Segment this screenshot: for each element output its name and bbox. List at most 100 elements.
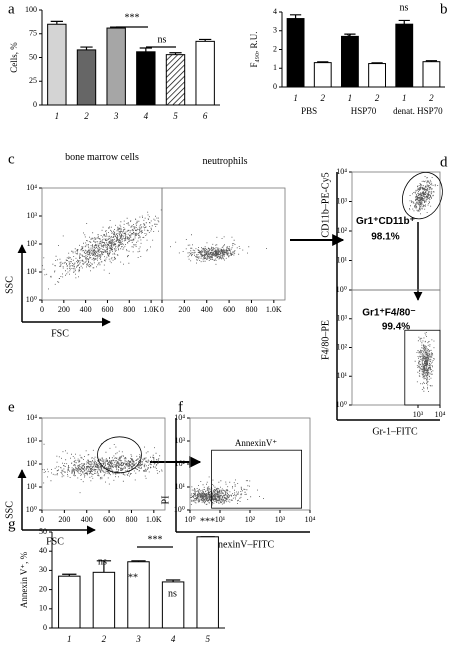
error-bar: [398, 19, 410, 25]
y-tick-label: 0: [43, 623, 47, 632]
panel-label: f: [178, 399, 183, 415]
x-tick-label: 1: [293, 93, 298, 103]
x-axis-label: FSC: [51, 328, 69, 339]
bar: [58, 575, 81, 629]
y-axis-label: F₄₉₀, R.U.: [249, 32, 259, 68]
y-tick-label: 100: [25, 5, 37, 14]
x-tick-label: 2: [429, 93, 434, 103]
x-tick-label: 0: [40, 305, 44, 314]
bar: [106, 27, 126, 106]
bar: [47, 23, 67, 106]
x-tick-label: 4: [144, 111, 149, 121]
event-dots: [42, 211, 159, 290]
x-tick-label: 800: [123, 305, 135, 314]
panel-label: a: [8, 1, 15, 17]
y-tick-label: 1: [273, 63, 277, 72]
y-axis-label: CD11b–PE-Cy5: [320, 172, 331, 237]
x-tick-label: 2: [102, 634, 107, 644]
panel-title: neutrophils: [202, 156, 248, 167]
x-tick-label: 400: [81, 515, 93, 524]
y-axis-label: SSC: [4, 276, 15, 294]
group-label: HSP70: [351, 106, 377, 116]
x-tick-label: 10⁴: [435, 410, 446, 419]
x-tick-label: 800: [245, 305, 257, 314]
plot-frame: [41, 417, 166, 511]
bar: [165, 54, 186, 106]
error-bar: [139, 47, 152, 52]
y-tick-label: 10²: [27, 239, 38, 248]
y-tick-label: 20: [39, 584, 47, 593]
y-tick-label: 10⁴: [26, 413, 37, 422]
y-tick-label: 10¹: [337, 371, 348, 380]
y-tick-label: 10⁰: [26, 295, 37, 304]
bar: [422, 61, 441, 88]
y-tick-label: 10⁰: [336, 285, 347, 294]
y-axis-label: PI: [160, 496, 171, 505]
y-tick-label: 10¹: [27, 482, 38, 491]
event-dots: [409, 176, 439, 215]
significance: ***: [148, 534, 163, 545]
x-tick-label: 1: [55, 111, 60, 121]
x-axis-label: FSC: [46, 536, 64, 547]
panel-title-text: neutrophils: [202, 156, 248, 167]
bar: [395, 23, 414, 88]
y-tick-label: 10³: [27, 211, 38, 220]
x-tick-label: 3: [135, 634, 141, 644]
y-tick-label: 10⁰: [26, 505, 37, 514]
event-dots: [414, 332, 435, 392]
gate-label: 99.4%: [382, 321, 410, 332]
bar: [196, 536, 219, 629]
x-tick-label: 200: [58, 515, 70, 524]
panel-label: d: [440, 154, 448, 170]
x-tick-label: 1.0K: [146, 515, 162, 524]
x-axis-label: AnnexinV–FITC: [206, 539, 275, 550]
bar: [313, 62, 332, 88]
x-tick-label: 3: [113, 111, 119, 121]
bar: [127, 561, 150, 629]
event-dots: [50, 209, 162, 283]
panel-label: g: [8, 516, 16, 532]
x-tick-label: 200: [58, 305, 70, 314]
significance: ns: [168, 588, 177, 599]
gate: [402, 172, 443, 220]
y-tick-label: 10²: [175, 459, 186, 468]
panel-title: bone marrow cells: [65, 152, 139, 163]
y-tick-label: 10³: [337, 196, 348, 205]
y-tick-label: 50: [39, 527, 47, 536]
x-tick-label: 1.0K: [143, 305, 159, 314]
x-tick-label: 800: [125, 515, 137, 524]
y-tick-label: 10⁰: [174, 505, 185, 514]
gate: [211, 449, 303, 509]
y-tick-label: 10³: [175, 436, 186, 445]
x-tick-label: 5: [205, 634, 210, 644]
y-tick-label: 0: [33, 100, 37, 109]
x-tick-label: 400: [201, 305, 213, 314]
event-dots: [187, 243, 241, 263]
x-tick-label: 4: [171, 634, 176, 644]
significance: **: [128, 572, 138, 583]
y-axis-label: F4/80–PE: [320, 320, 331, 360]
y-tick-label: 10¹: [27, 267, 38, 276]
y-tick-label: 10²: [27, 459, 38, 468]
x-tick-label: 5: [173, 111, 178, 121]
significance: ***: [200, 516, 215, 527]
x-tick-label: 600: [103, 515, 115, 524]
error-bar: [96, 560, 112, 573]
y-tick-label: 3: [273, 26, 277, 35]
y-tick-label: 10⁴: [336, 167, 347, 176]
panel-title-text: bone marrow cells: [65, 152, 139, 163]
x-axis-label: Gr-1–FITC: [372, 426, 418, 437]
x-tick-label: 10¹: [215, 515, 226, 524]
plot-frame: [161, 187, 286, 301]
y-tick-label: 10³: [337, 314, 348, 323]
x-tick-label: 2: [84, 111, 89, 121]
x-tick-label: 600: [223, 305, 235, 314]
gate: [404, 329, 441, 406]
error-bar: [289, 14, 302, 19]
x-tick-label: 10²: [245, 515, 256, 524]
axis-arrows: [17, 172, 440, 535]
significance: ***: [125, 12, 140, 23]
group-label: PBS: [301, 106, 317, 116]
bar: [195, 40, 215, 106]
